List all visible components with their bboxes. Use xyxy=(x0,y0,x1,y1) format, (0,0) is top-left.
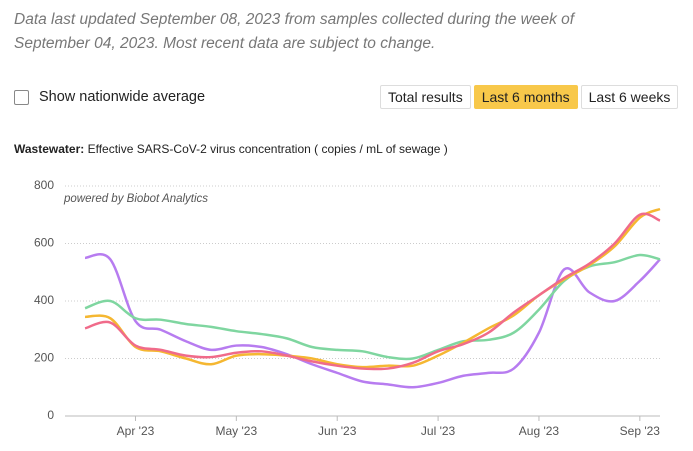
checkbox[interactable] xyxy=(14,89,29,105)
x-tick-label: Sep '23 xyxy=(620,424,661,438)
series-line xyxy=(84,207,661,369)
button[interactable]: Last 6 months xyxy=(473,85,578,109)
title-text: Effective SARS-CoV-2 virus concentration… xyxy=(87,142,448,156)
series-line xyxy=(84,212,661,371)
button[interactable]: Last 6 weeks xyxy=(580,85,679,109)
update-note: Data last updated September 08, 2023 fro… xyxy=(14,8,574,56)
range-buttons: Total results Last 6 months Last 6 weeks xyxy=(380,85,679,109)
x-tick-label: Aug '23 xyxy=(519,424,560,438)
series-line xyxy=(84,253,661,361)
y-tick-label: 800 xyxy=(34,178,54,192)
nationwide-toggle[interactable]: Show nationwide average xyxy=(14,89,205,105)
y-tick-label: 0 xyxy=(47,408,54,422)
x-tick-label: Jul '23 xyxy=(421,424,456,438)
checkbox-label: Show nationwide average xyxy=(39,89,206,105)
chart-title: Wastewater: Effective SARS-CoV-2 virus c… xyxy=(14,142,448,156)
x-tick-label: Jun '23 xyxy=(318,424,357,438)
note-line: Data last updated September 08, 2023 fro… xyxy=(14,11,575,28)
y-tick-label: 400 xyxy=(34,293,54,307)
x-tick-label: May '23 xyxy=(216,424,258,438)
watermark: powered by Biobot Analytics xyxy=(63,193,208,205)
x-tick-label: Apr '23 xyxy=(117,424,155,438)
note-line: September 04, 2023. Most recent data are… xyxy=(14,35,436,52)
button[interactable]: Total results xyxy=(380,85,471,109)
title-prefix: Wastewater: xyxy=(14,142,85,156)
y-tick-label: 600 xyxy=(34,236,54,250)
series-line xyxy=(84,253,661,389)
y-tick-label: 200 xyxy=(34,351,54,365)
